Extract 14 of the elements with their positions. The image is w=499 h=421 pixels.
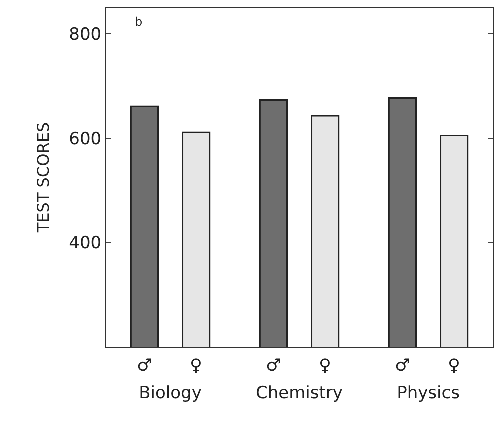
x-tick-label: Chemistry	[256, 383, 343, 404]
y-tick-label: 800	[69, 25, 102, 46]
annotation: b	[135, 15, 143, 29]
y-tick-label: 600	[69, 129, 102, 150]
text: ♂	[395, 356, 410, 376]
text: ♀	[319, 356, 332, 376]
y-axis-title: TEST SCORES	[34, 122, 54, 234]
text: ♀	[448, 356, 460, 376]
x-tick-label: Biology	[139, 383, 202, 404]
text: ♂	[137, 356, 152, 376]
y-tick-label: 400	[69, 234, 102, 254]
series-label: ♀	[190, 356, 202, 376]
x-tick-label: Physics	[397, 383, 460, 404]
series-label: ♂	[266, 356, 282, 376]
